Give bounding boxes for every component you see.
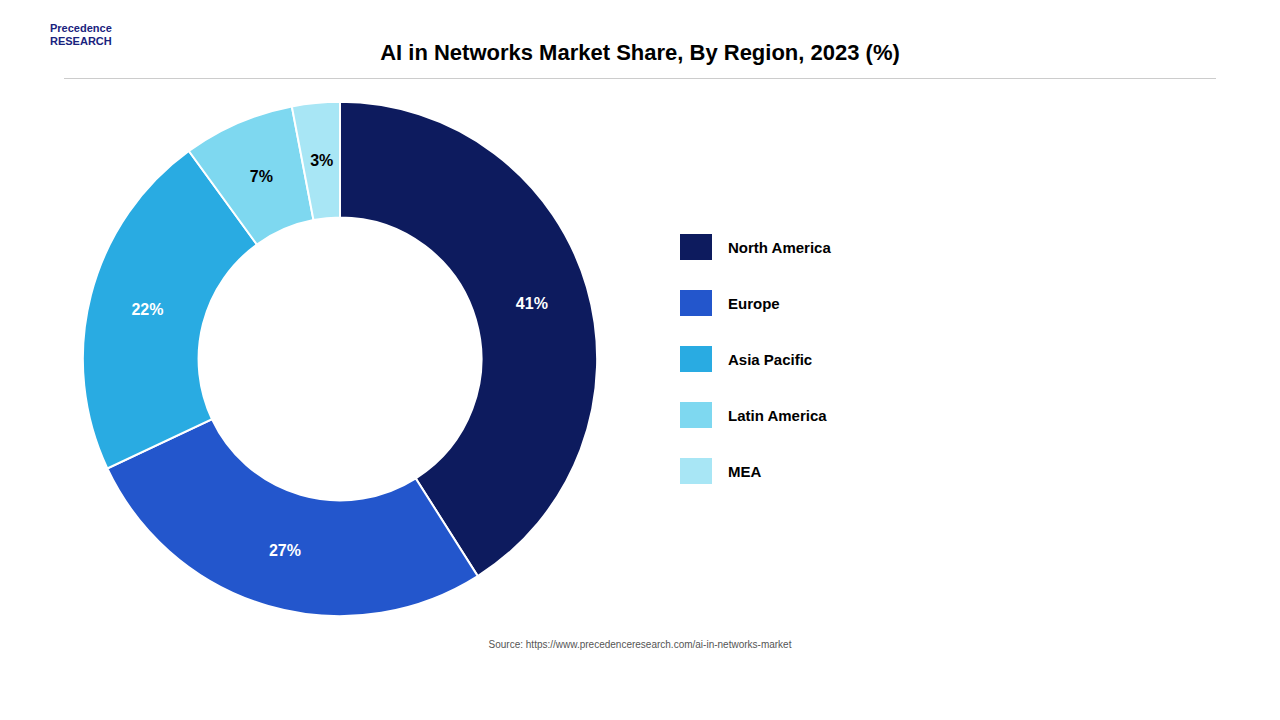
svg-text:3%: 3%: [310, 152, 333, 169]
html-text:Source: https://www.precedence: Source: https://www.precedenceresearch.c…: [488, 639, 792, 650]
svg-text:41%: 41%: [516, 295, 548, 312]
html-text:North America: North America: [728, 238, 831, 256]
html-text:Europe: Europe: [728, 294, 780, 312]
html-text:MEA: MEA: [728, 462, 762, 480]
html-text:Asia Pacific: Asia Pacific: [728, 350, 813, 368]
svg-text:22%: 22%: [131, 301, 163, 318]
svg-text:27%: 27%: [269, 542, 301, 559]
svg-text:7%: 7%: [250, 168, 273, 185]
html-text:AI in Networks Market Share, B: AI in Networks Market Share, By Region, …: [380, 40, 900, 65]
html-text:Latin America: Latin America: [728, 406, 827, 424]
html-text:Precedence RESEARCH: Precedence RESEARCH: [50, 22, 112, 48]
